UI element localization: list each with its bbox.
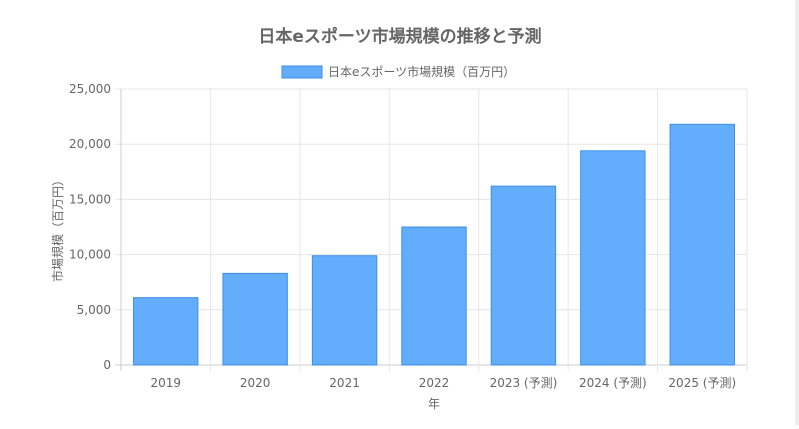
bar[interactable] — [311, 255, 378, 366]
x-tick-label: 2025 (予測) — [668, 376, 736, 390]
bar[interactable] — [401, 226, 467, 366]
y-axis-title: 市場規模（百万円） — [50, 174, 65, 282]
right-edge-divider — [795, 0, 799, 425]
x-tick-label: 2023 (予測) — [490, 376, 558, 390]
y-tick-label: 10,000 — [69, 248, 111, 262]
chart-title: 日本eスポーツ市場規模の推移と予測 — [258, 26, 541, 47]
bar[interactable] — [490, 185, 557, 366]
y-tick-label: 0 — [103, 358, 111, 372]
bar[interactable] — [222, 272, 288, 366]
x-tick-label: 2020 — [240, 376, 271, 390]
grid — [115, 88, 748, 371]
bar[interactable] — [669, 123, 735, 366]
bar[interactable] — [580, 150, 646, 366]
legend-label: 日本eスポーツ市場規模（百万円） — [328, 64, 515, 79]
y-tick-label: 5,000 — [77, 303, 111, 317]
x-axis-ticks: 2019 2020 2021 2022 2023 (予測) 2024 (予測) 2025 (… — [150, 376, 736, 390]
y-axis-ticks: 0 5,000 10,000 15,000 20,000 25,000 — [69, 82, 111, 372]
x-tick-label: 2019 — [150, 376, 181, 390]
x-tick-label: 2024 (予測) — [579, 376, 647, 390]
y-tick-label: 15,000 — [69, 192, 111, 206]
bar[interactable] — [133, 297, 199, 366]
y-tick-label: 25,000 — [69, 82, 111, 96]
legend-swatch — [281, 65, 323, 79]
x-axis-title: 年 — [428, 397, 440, 411]
legend[interactable]: 日本eスポーツ市場規模（百万円） — [281, 64, 515, 79]
x-tick-label: 2021 — [329, 376, 360, 390]
bars — [133, 123, 735, 366]
y-tick-label: 20,000 — [69, 137, 111, 151]
x-tick-label: 2022 — [419, 376, 450, 390]
